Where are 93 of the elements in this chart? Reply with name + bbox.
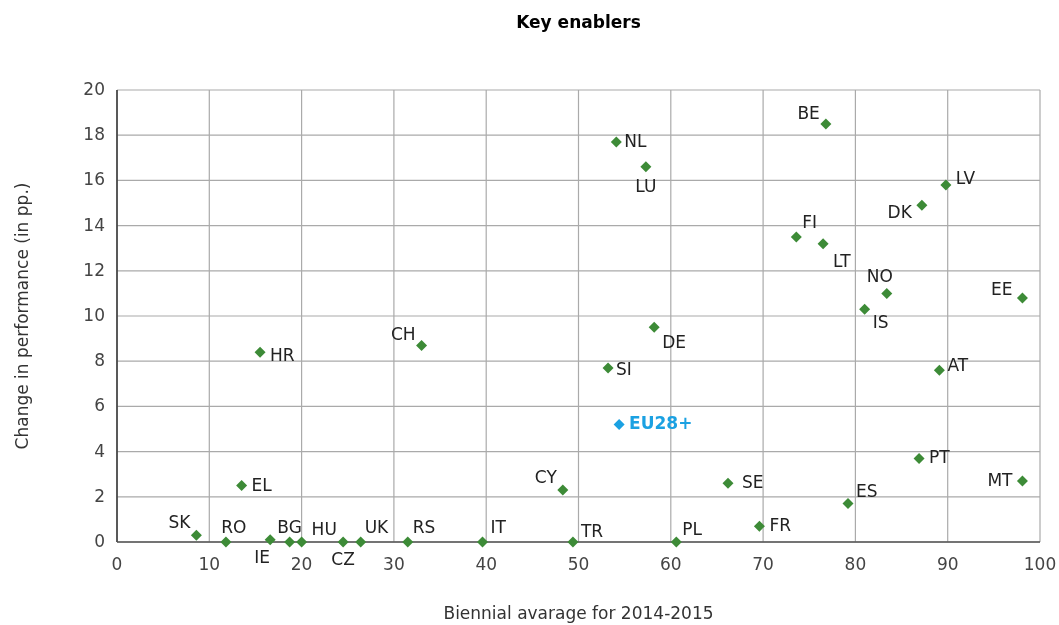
annotation: BE — [797, 102, 820, 123]
y-tick-label: 4 — [94, 440, 105, 461]
point — [337, 536, 349, 548]
annotation: CZ — [331, 549, 355, 569]
annotation: NL — [624, 130, 648, 151]
y-tick-label: 20 — [83, 79, 105, 99]
annotation: MT — [987, 469, 1014, 490]
annotation: BG — [277, 517, 302, 537]
point — [933, 364, 945, 376]
x-tick-label: 60 — [659, 554, 682, 574]
point — [416, 339, 428, 351]
point — [284, 536, 296, 548]
x-tick-label: 100 — [1023, 554, 1057, 574]
series-label: EU28+ — [629, 413, 693, 434]
point — [670, 536, 682, 548]
point — [557, 484, 569, 496]
annotation: SE — [742, 472, 764, 493]
x-tick-label: 0 — [111, 554, 123, 574]
annotation: NO — [866, 266, 893, 287]
x-tick-label: 70 — [752, 554, 774, 574]
x-tick-label: 30 — [383, 554, 405, 574]
y-axis-title: Change in performance (in pp.) — [12, 182, 32, 450]
point — [640, 161, 652, 173]
y-tick-label: 10 — [83, 305, 105, 325]
point — [402, 536, 414, 548]
chart-title: Key enablers — [516, 12, 641, 32]
x-tick-label: 10 — [198, 554, 221, 574]
x-tick-label: 80 — [844, 554, 867, 574]
point — [1016, 292, 1028, 304]
annotation: IT — [490, 517, 507, 537]
point — [913, 452, 925, 464]
x-axis-title: Biennial avarage for 2014-2015 — [443, 603, 714, 623]
annotation: TR — [579, 521, 604, 541]
y-tick-label: 6 — [94, 395, 105, 416]
annotation: LU — [635, 175, 657, 196]
point — [296, 536, 308, 548]
point — [477, 536, 489, 548]
point — [790, 231, 802, 243]
point — [881, 287, 893, 299]
point — [753, 520, 765, 532]
point — [264, 534, 276, 546]
x-tick-label: 90 — [936, 554, 959, 574]
annotation: FI — [802, 211, 818, 232]
annotation: DK — [887, 202, 913, 223]
annotation: HR — [270, 345, 295, 366]
annotation: RO — [221, 517, 247, 537]
annotation: IS — [872, 312, 889, 333]
point — [613, 418, 625, 430]
y-tick-label: 8 — [94, 350, 105, 371]
y-tick-label: 16 — [83, 169, 105, 190]
y-tick-label: 12 — [83, 259, 105, 280]
point — [254, 346, 266, 358]
annotation: UK — [364, 517, 390, 537]
annotation: SK — [168, 512, 192, 533]
y-tick-label: 14 — [83, 214, 105, 235]
y-tick-label: 0 — [94, 531, 105, 551]
point — [940, 179, 952, 191]
annotation: DE — [662, 332, 687, 353]
annotation: LV — [955, 167, 976, 188]
annotation: AT — [947, 355, 969, 376]
annotation: PL — [682, 519, 703, 539]
annotation: RS — [412, 517, 436, 537]
point — [859, 303, 871, 315]
point — [236, 480, 248, 491]
annotation: ES — [856, 480, 878, 501]
point — [610, 136, 622, 148]
annotation: CY — [534, 467, 558, 488]
annotation: CH — [390, 324, 416, 345]
y-tick-label: 2 — [94, 485, 105, 506]
annotation: PT — [929, 447, 951, 468]
point — [916, 199, 928, 211]
point — [648, 321, 660, 333]
point — [220, 536, 232, 548]
point — [602, 362, 614, 374]
point — [355, 536, 367, 548]
point — [722, 477, 734, 489]
y-tick-label: 18 — [83, 124, 105, 145]
annotation: SI — [616, 358, 632, 379]
annotation: FR — [769, 515, 792, 536]
x-tick-label: 50 — [567, 554, 590, 574]
point — [820, 118, 832, 130]
point — [567, 536, 579, 548]
annotation: LT — [833, 250, 852, 271]
point — [817, 238, 829, 250]
annotation: HU — [311, 519, 337, 539]
point — [1016, 475, 1028, 487]
point — [190, 529, 202, 541]
x-tick-label: 20 — [290, 554, 313, 574]
point — [842, 498, 854, 510]
x-tick-label: 40 — [475, 554, 498, 574]
annotation: EE — [990, 278, 1013, 299]
annotation: EL — [251, 474, 273, 495]
annotation: IE — [254, 546, 271, 567]
